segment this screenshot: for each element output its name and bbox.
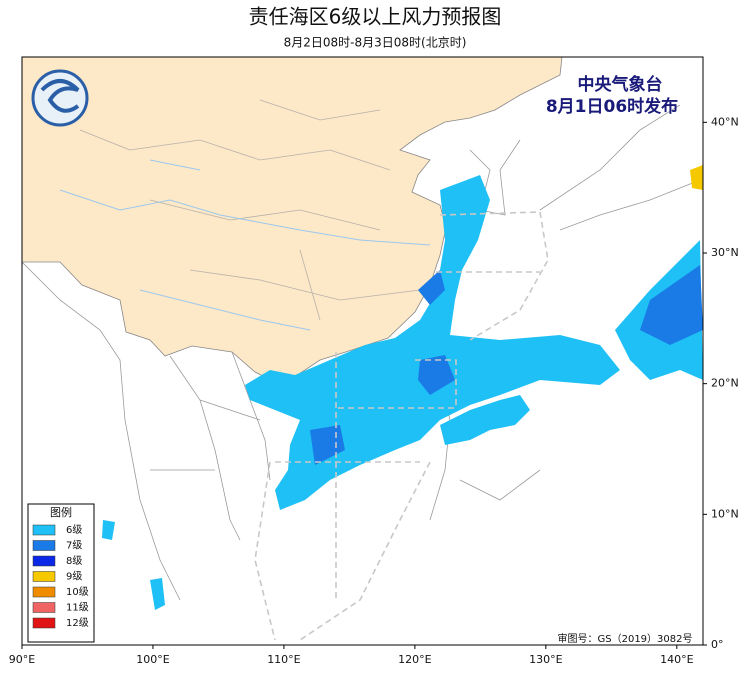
legend-label: 11级 [66,602,89,614]
issue-time: 8月1日06时发布 [546,96,678,117]
x-tick-label: 90°E [9,653,35,666]
legend-swatch [32,524,56,536]
x-tick-label: 100°E [136,653,169,666]
legend-label: 6级 [66,524,82,536]
subtitle: 8月2日08时-8月3日08时(北京时) [284,36,467,50]
legend-swatch [32,617,56,629]
legend-label: 8级 [66,555,82,567]
legend-title: 图例 [50,505,72,519]
y-tick-label: 0° [711,638,724,651]
x-tick-label: 130°E [529,653,562,666]
legend-swatch [32,555,56,567]
x-tick-label: 140°E [660,653,693,666]
legend-swatch [32,540,56,551]
legend-label: 10级 [66,586,89,598]
legend-label: 9级 [66,571,82,583]
rivers [59,159,431,331]
wind-areas [102,165,703,610]
legend-label: 12级 [66,617,89,629]
x-tick-label: 110°E [267,653,300,666]
y-tick-label: 20°N [711,377,739,390]
y-tick-label: 30°N [711,246,739,259]
approval-number: 审图号：GS（2019）3082号 [558,632,693,645]
legend-swatch [32,602,56,613]
legend-swatch [32,571,56,582]
map-body [22,57,703,645]
y-tick-label: 10°N [711,507,739,520]
map-frame [21,56,704,646]
agency: 中央气象台 [578,74,663,95]
y-tick-label: 40°N [711,115,739,128]
legend-swatch [32,586,56,598]
china-land [22,57,563,383]
title: 责任海区6级以上风力预报图 [249,5,502,29]
x-tick-label: 120°E [398,653,431,666]
legend-label: 7级 [66,540,82,552]
legend: 图例 6级 7级 8级 9级 10级 11级 12级 [27,503,95,643]
